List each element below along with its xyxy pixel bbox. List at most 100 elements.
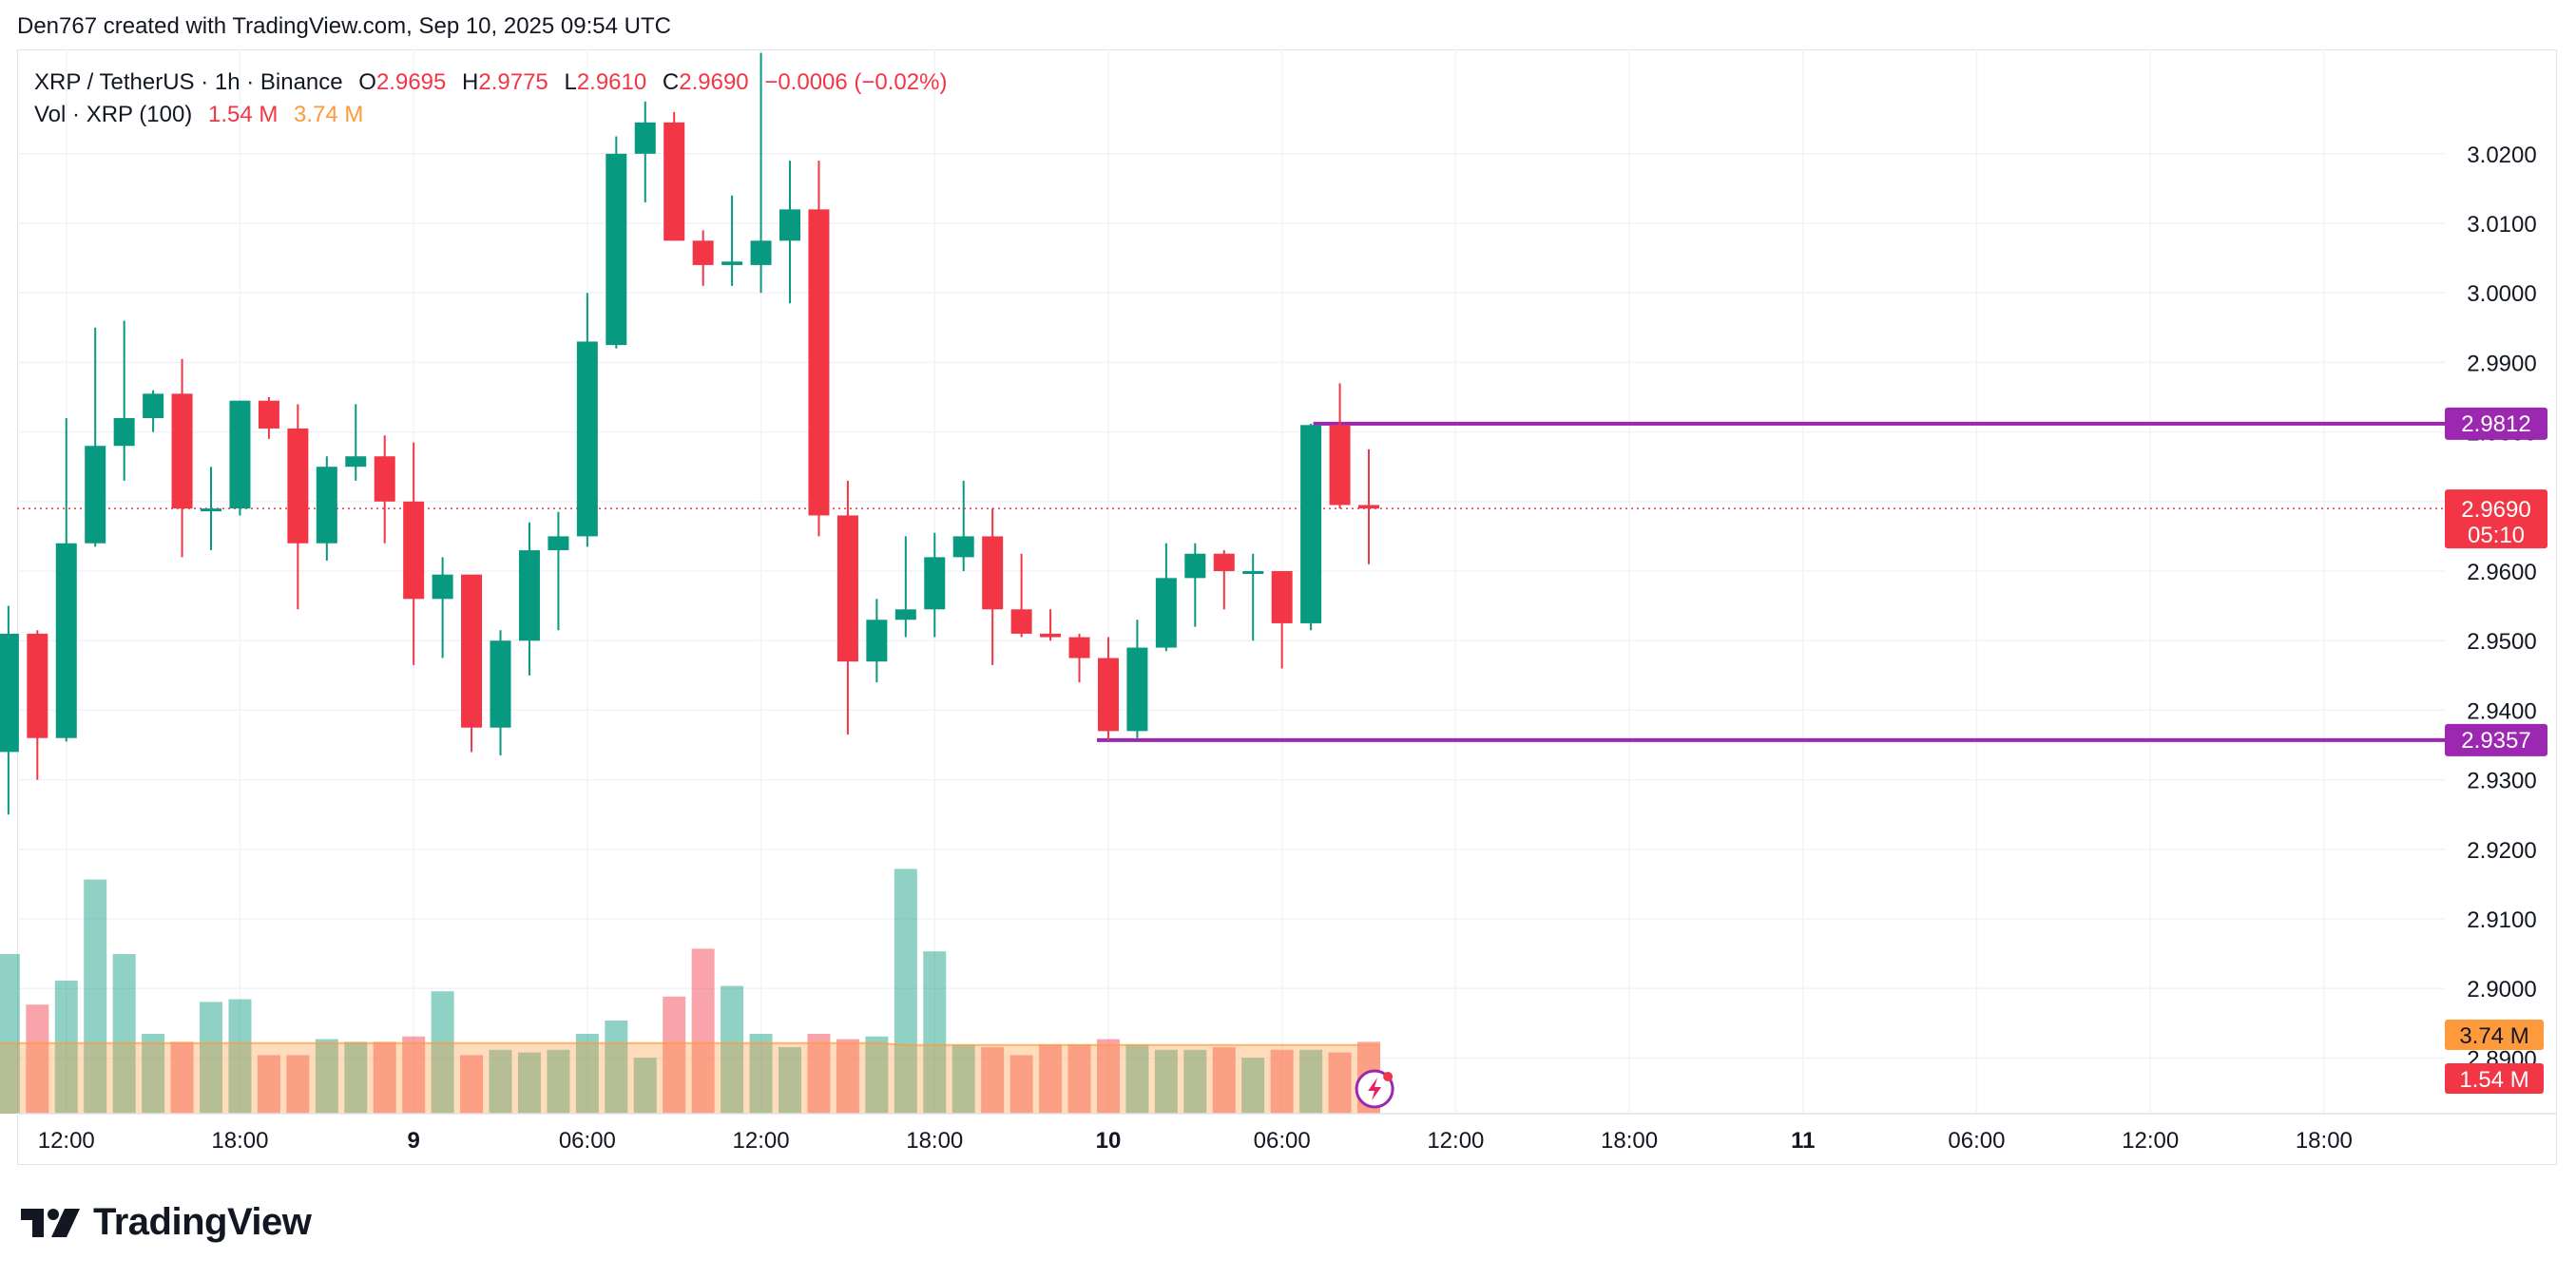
volume-bar bbox=[431, 991, 454, 1114]
volume-bar bbox=[836, 1039, 859, 1114]
grid-lines bbox=[17, 49, 2445, 1114]
price-tick-label: 2.9900 bbox=[2467, 351, 2536, 376]
price-tick-label: 2.9300 bbox=[2467, 769, 2536, 794]
time-tick-label: 10 bbox=[1096, 1128, 1122, 1154]
candle-body bbox=[1271, 571, 1293, 623]
volume-bar bbox=[981, 1047, 1005, 1114]
volume-bar bbox=[142, 1034, 165, 1114]
volume-bar bbox=[894, 869, 917, 1114]
candle-body bbox=[1242, 571, 1264, 575]
candle bbox=[143, 390, 164, 432]
alert-icon[interactable] bbox=[1355, 1069, 1394, 1109]
price-tick-label: 3.0000 bbox=[2467, 281, 2536, 307]
candle bbox=[663, 111, 685, 241]
candle-body bbox=[143, 393, 164, 418]
candle-body bbox=[201, 508, 222, 512]
candle-body bbox=[0, 633, 19, 753]
candle bbox=[808, 161, 830, 537]
candle-body bbox=[345, 456, 367, 468]
candle-body bbox=[432, 574, 453, 600]
candle-body bbox=[721, 261, 743, 265]
candle-body bbox=[1010, 609, 1032, 634]
price-axis: 3.02003.01003.00002.99002.98002.97002.96… bbox=[2445, 143, 2547, 1094]
volume-bar bbox=[1241, 1058, 1265, 1114]
volume-bar bbox=[170, 1041, 194, 1114]
high-label: H bbox=[462, 69, 479, 95]
candle-body bbox=[518, 550, 540, 641]
volume-bars bbox=[0, 869, 1381, 1114]
candle-body bbox=[1040, 633, 1062, 638]
candle bbox=[0, 605, 19, 815]
volume-bar bbox=[1328, 1052, 1352, 1114]
volume-bar bbox=[1096, 1039, 1120, 1114]
volume-bar bbox=[779, 1047, 802, 1114]
price-tick-label: 2.9200 bbox=[2467, 838, 2536, 864]
candle-body bbox=[27, 633, 48, 738]
candle bbox=[721, 195, 743, 286]
candle-body bbox=[836, 515, 858, 662]
change-value: −0.0006 (−0.02%) bbox=[764, 69, 948, 95]
volume-bar bbox=[807, 1034, 831, 1114]
volume-bar bbox=[1154, 1049, 1178, 1114]
candle-body bbox=[1068, 637, 1090, 659]
candles bbox=[0, 52, 1380, 815]
candle bbox=[27, 630, 48, 780]
countdown-label: 05:10 bbox=[2468, 523, 2525, 548]
candle bbox=[1184, 543, 1206, 627]
candle-body bbox=[287, 428, 309, 544]
candle-body bbox=[1155, 578, 1177, 648]
candle-body bbox=[1213, 553, 1235, 572]
candle bbox=[894, 536, 916, 638]
volume-bar bbox=[344, 1041, 368, 1114]
alert-dot bbox=[1383, 1072, 1394, 1081]
level-price-label: 2.9357 bbox=[2461, 728, 2530, 754]
open-label: O bbox=[358, 69, 376, 95]
candle-body bbox=[171, 393, 193, 509]
candle bbox=[952, 480, 974, 572]
candle-body bbox=[1097, 658, 1119, 732]
volume-bar bbox=[1067, 1044, 1091, 1114]
time-tick-label: 18:00 bbox=[1601, 1128, 1658, 1154]
candle bbox=[1010, 553, 1032, 638]
candle bbox=[201, 467, 222, 551]
symbol-label[interactable]: XRP / TetherUS · 1h · Binance bbox=[34, 69, 343, 95]
price-tick-label: 2.9100 bbox=[2467, 907, 2536, 933]
volume-bar bbox=[1183, 1049, 1207, 1114]
candle-body bbox=[808, 209, 830, 516]
candle-body bbox=[1126, 647, 1148, 732]
volume-ma-line bbox=[0, 1041, 1381, 1046]
volume-bar bbox=[865, 1036, 889, 1114]
candle bbox=[403, 442, 425, 665]
volume-bar bbox=[1039, 1044, 1063, 1114]
price-legend-row: XRP / TetherUS · 1h · Binance O2.9695 H2… bbox=[34, 67, 947, 99]
candle bbox=[490, 630, 511, 756]
time-tick-label: 18:00 bbox=[2296, 1128, 2353, 1154]
volume-ma-value: 3.74 M bbox=[294, 102, 364, 127]
candle bbox=[634, 101, 656, 203]
volume-bar bbox=[1299, 1049, 1323, 1114]
volume-legend-row: Vol · XRP (100) 1.54 M 3.74 M bbox=[34, 99, 947, 131]
candle-body bbox=[85, 446, 106, 544]
candle-body bbox=[374, 456, 395, 502]
chart-frame bbox=[17, 49, 2557, 1165]
candle bbox=[461, 574, 483, 753]
time-tick-label: 12:00 bbox=[2122, 1128, 2179, 1154]
volume-bar bbox=[373, 1041, 396, 1114]
candle-body bbox=[1184, 553, 1206, 579]
close-value: 2.9690 bbox=[679, 69, 749, 95]
price-tick-label: 3.0100 bbox=[2467, 212, 2536, 238]
time-tick-label: 18:00 bbox=[211, 1128, 268, 1154]
tradingview-logo[interactable]: TradingView bbox=[21, 1201, 312, 1244]
close-label: C bbox=[662, 69, 680, 95]
candle bbox=[374, 435, 395, 544]
volume-indicator-label[interactable]: Vol · XRP (100) bbox=[34, 102, 193, 127]
volume-ma-area bbox=[0, 1042, 1381, 1114]
candle-body bbox=[982, 536, 1004, 610]
candle-body bbox=[461, 574, 483, 728]
candle bbox=[1213, 550, 1235, 610]
candle bbox=[1155, 543, 1177, 652]
candle-body bbox=[924, 557, 946, 610]
high-value: 2.9775 bbox=[478, 69, 548, 95]
time-tick-label: 12:00 bbox=[733, 1128, 790, 1154]
